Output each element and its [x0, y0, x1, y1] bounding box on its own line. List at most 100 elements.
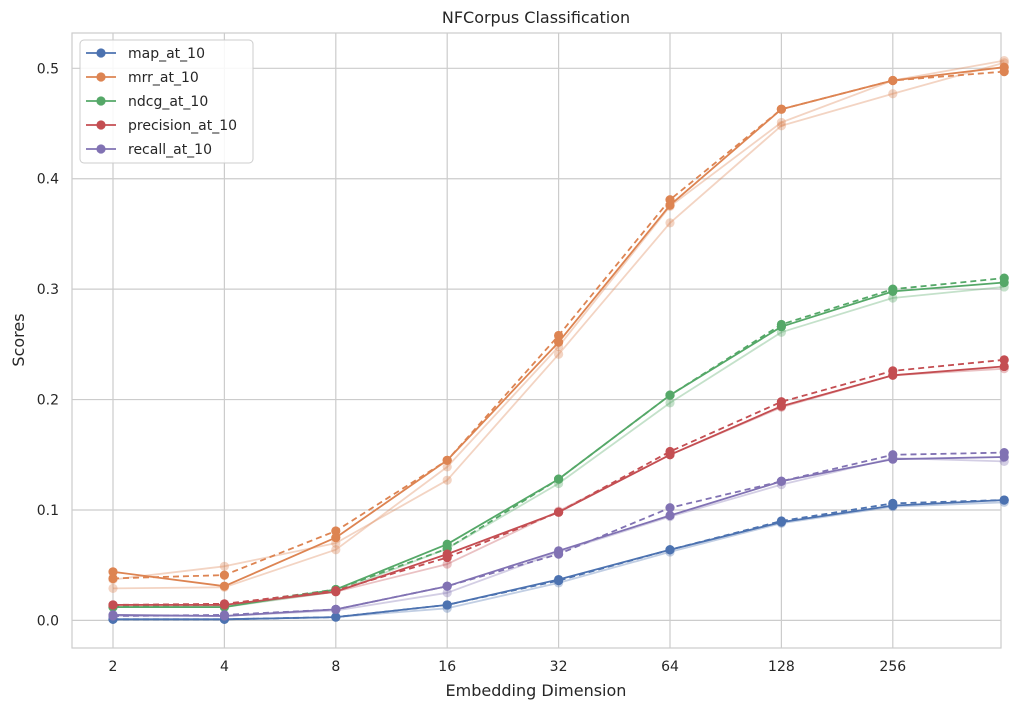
legend-item: recall_at_10 [86, 142, 212, 158]
x-ticks: 2 4 8 16 32 64 128 256 [109, 659, 907, 675]
series-precision-at-10-point [554, 507, 564, 517]
y-tick-label: 0.1 [37, 503, 59, 519]
series-mrr-at-10-point [554, 337, 564, 347]
series-mrr-at-10-faint-point [442, 462, 452, 472]
y-tick-label: 0.4 [37, 172, 59, 188]
series-precision-at-10-point [888, 370, 898, 380]
series-recall-at-10-point [665, 510, 675, 521]
series-mrr-at-10-point [108, 567, 118, 577]
series-precision-at-10-dashed-point [999, 355, 1009, 365]
series-map-at-10-point [999, 495, 1009, 505]
series-precision-at-10-point [776, 401, 787, 411]
legend-item: precision_at_10 [86, 118, 237, 134]
series-mrr-at-10-point [888, 75, 898, 86]
legend-label: recall_at_10 [128, 142, 212, 158]
series-mrr-at-10-dashed-point [108, 573, 118, 584]
legend-swatch-marker [96, 120, 106, 130]
series-precision-at-10-point [665, 450, 675, 460]
series-map-at-10-point [665, 545, 675, 555]
series-mrr-at-10-point [999, 62, 1009, 72]
legend-label: precision_at_10 [128, 118, 237, 134]
series-mrr-at-10 [108, 62, 1009, 591]
series-ndcg-at-10-point [888, 286, 898, 296]
series-mrr-at-10-faint-point [999, 56, 1009, 66]
x-tick-label: 128 [768, 659, 795, 675]
series-map-at-10-point [331, 612, 341, 622]
x-tick-label: 32 [550, 659, 568, 675]
series-precision-at-10-point [999, 361, 1009, 372]
series-mrr-at-10-point [665, 200, 675, 210]
legend-swatch-marker [96, 48, 106, 58]
series-mrr-at-10-faint-point [331, 545, 341, 555]
chart-title: NFCorpus Classification [442, 8, 630, 27]
series-mrr-at-10-faint-point [888, 89, 898, 99]
y-tick-label: 0.5 [37, 61, 59, 77]
y-tick-label: 0.0 [37, 613, 59, 629]
series-layer [108, 56, 1009, 624]
series-ndcg-at-10-faint-point [888, 293, 898, 303]
series-precision-at-10-point [219, 600, 229, 610]
legend-label: ndcg_at_10 [128, 94, 208, 110]
x-tick-label: 2 [109, 659, 118, 675]
series-map-at-10-point [888, 500, 898, 511]
series-mrr-at-10-point [442, 455, 452, 465]
series-precision-at-10-point [331, 587, 341, 597]
series-ndcg-at-10-point [554, 474, 564, 484]
series-recall-at-10-point [442, 581, 452, 591]
series-map-at-10-dashed-path [113, 499, 1005, 621]
series-precision-at-10 [108, 361, 1009, 610]
legend-swatch-marker [96, 72, 106, 82]
series-recall-at-10-faint-point [442, 588, 452, 598]
series-mrr-at-10-faint-point [554, 349, 564, 359]
legend-label: map_at_10 [128, 46, 205, 62]
series-recall-at-10-point [219, 611, 229, 621]
series-mrr-at-10-faint-path [112, 61, 1005, 581]
series-ndcg-at-10-faint-point [665, 398, 675, 408]
series-ndcg-at-10-point [776, 322, 787, 332]
legend-label: mrr_at_10 [128, 70, 199, 86]
series-recall-at-10 [108, 452, 1009, 621]
series-mrr-at-10-point [219, 581, 229, 591]
series-mrr-at-10-faint-point [108, 583, 118, 593]
y-tick-label: 0.3 [37, 282, 59, 298]
legend-box [79, 39, 254, 164]
series-mrr-at-10-faint-point [442, 475, 452, 485]
series-recall-at-10-point [331, 604, 341, 614]
series-ndcg-at-10-point [999, 277, 1009, 288]
series-precision-at-10-faint-point [442, 559, 452, 569]
x-tick-label: 256 [879, 659, 906, 675]
series-mrr-at-10-point [331, 532, 341, 543]
legend-item: ndcg_at_10 [86, 94, 208, 110]
legend: map_at_10 mrr_at_10 ndcg_at_10 precision_at… [79, 39, 254, 164]
legend-item: mrr_at_10 [86, 70, 199, 86]
series-recall-at-10-point [554, 546, 564, 556]
series-recall-at-10-point [108, 610, 118, 620]
series-recall-at-10-point [999, 452, 1009, 462]
series-ndcg-at-10-point [442, 539, 452, 549]
series-mrr-at-10-faint-point [776, 117, 787, 128]
series-mrr-at-10-point [776, 104, 787, 114]
x-tick-label: 4 [220, 659, 229, 675]
legend-item: map_at_10 [86, 46, 205, 62]
x-tick-label: 64 [661, 659, 679, 675]
series-recall-at-10-dashed-point [665, 503, 675, 513]
series-map-at-10-point [776, 517, 787, 527]
series-mrr-at-10-faint-point [665, 218, 675, 228]
x-tick-label: 16 [438, 659, 456, 675]
series-ndcg-at-10-point [665, 390, 675, 400]
x-axis-label: Embedding Dimension [446, 681, 627, 700]
series-precision-at-10-point [108, 600, 118, 610]
series-mrr-at-10-dashed-point [331, 526, 341, 536]
series-mrr-at-10-faint-point [776, 121, 787, 131]
y-axis-label: Scores [9, 313, 28, 366]
series-recall-at-10-point [888, 454, 898, 464]
legend-swatch-marker [96, 144, 106, 154]
series-recall-at-10-point [776, 476, 787, 486]
series-mrr-at-10-dashed-point [554, 330, 564, 341]
series-mrr-at-10-dashed-point [219, 570, 229, 580]
series-mrr-at-10-faint-point [219, 561, 229, 571]
series-map-at-10-point [554, 574, 564, 585]
y-tick-label: 0.2 [37, 393, 59, 409]
y-ticks: 0.0 0.1 0.2 0.3 0.4 0.5 [37, 61, 59, 629]
